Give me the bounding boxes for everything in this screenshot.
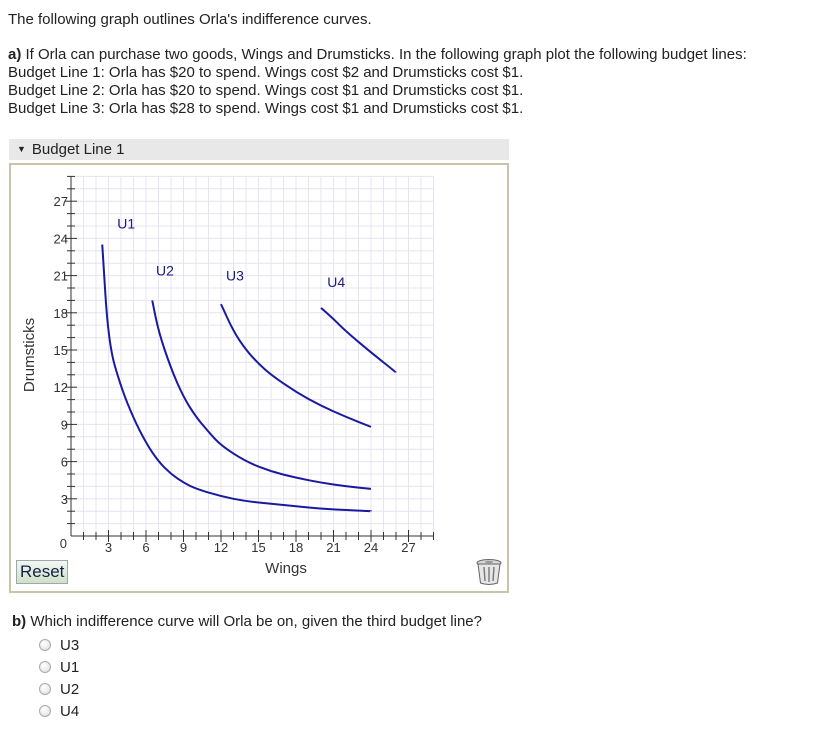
- answer-options: U3 U1 U2 U4: [39, 634, 79, 722]
- question-a: a) If Orla can purchase two goods, Wings…: [8, 46, 747, 118]
- question-a-text: If Orla can purchase two goods, Wings an…: [25, 46, 747, 63]
- radio-u3[interactable]: [39, 639, 51, 651]
- budget-line-2-text: Budget Line 2: Orla has $20 to spend. Wi…: [8, 82, 524, 99]
- option-u3[interactable]: U3: [39, 634, 79, 656]
- radio-u2[interactable]: [39, 683, 51, 695]
- trash-icon[interactable]: [474, 556, 504, 586]
- option-u1[interactable]: U1: [39, 656, 79, 678]
- option-label: U2: [60, 680, 80, 698]
- collapse-triangle-icon[interactable]: ▼: [17, 143, 26, 154]
- budget-line-1-text: Budget Line 1: Orla has $20 to spend. Wi…: [8, 64, 524, 81]
- reset-button[interactable]: Reset: [16, 560, 69, 584]
- option-label: U3: [60, 636, 80, 654]
- question-a-prompt: a) If Orla can purchase two goods, Wings…: [8, 46, 747, 64]
- question-a-label: a): [8, 46, 22, 63]
- budget-line-selector-label: Budget Line 1: [31, 141, 125, 158]
- option-u4[interactable]: U4: [39, 700, 79, 722]
- question-b-label: b): [12, 613, 27, 630]
- option-u2[interactable]: U2: [39, 678, 79, 700]
- question-b-text: Which indifference curve will Orla be on…: [30, 613, 482, 630]
- radio-u4[interactable]: [39, 705, 51, 717]
- budget-line-selector[interactable]: ▼ Budget Line 1: [9, 139, 509, 160]
- intro-text: The following graph outlines Orla's indi…: [8, 11, 372, 28]
- question-b: b) Which indifference curve will Orla be…: [12, 613, 482, 630]
- radio-u1[interactable]: [39, 661, 51, 673]
- budget-line-3-text: Budget Line 3: Orla has $28 to spend. Wi…: [8, 100, 524, 117]
- option-label: U1: [60, 658, 80, 676]
- graph-panel[interactable]: [9, 163, 509, 593]
- option-label: U4: [60, 702, 80, 720]
